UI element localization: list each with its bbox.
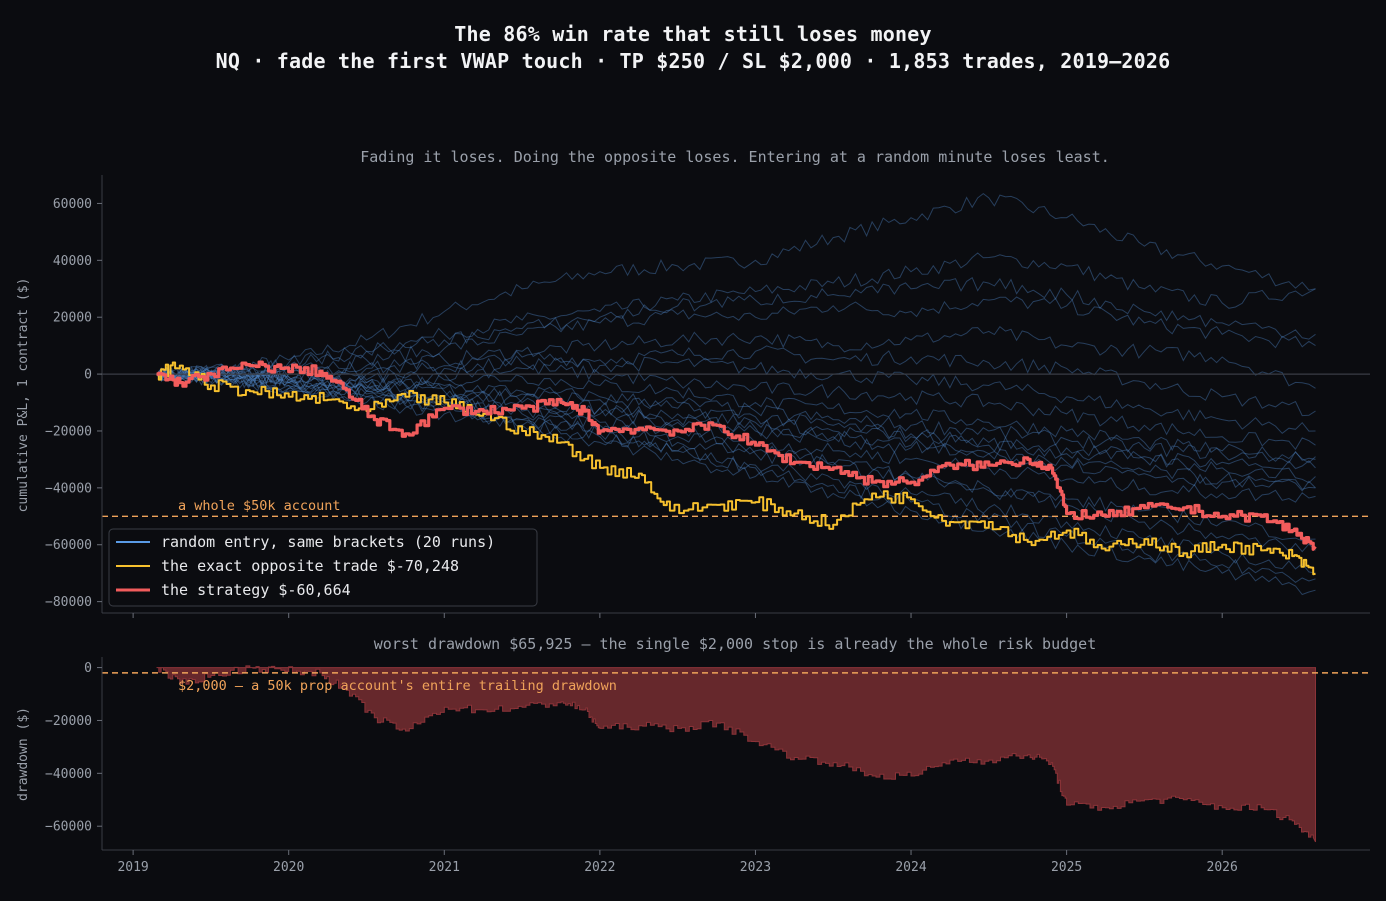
- random-run-line: [156, 371, 1316, 464]
- random-run-line: [156, 368, 1316, 574]
- random-run-line: [156, 276, 1316, 379]
- y-tick-label: −40000: [45, 481, 92, 496]
- x-tick-label: 2021: [429, 860, 460, 875]
- pnl-panel-title: Fading it loses. Doing the opposite lose…: [360, 148, 1110, 166]
- x-tick-label: 2019: [117, 860, 148, 875]
- x-tick-label: 2023: [740, 860, 771, 875]
- chart-subtitle: NQ · fade the first VWAP touch · TP $250…: [215, 49, 1171, 73]
- drawdown-area: [156, 665, 1316, 843]
- y-tick-label: −60000: [45, 538, 92, 553]
- random-run-line: [156, 296, 1316, 382]
- random-run-line: [156, 367, 1316, 584]
- y-tick-label: −20000: [45, 714, 92, 729]
- drawdown-panel-title: worst drawdown $65,925 — the single $2,0…: [374, 635, 1096, 653]
- strategy-line: [156, 360, 1317, 551]
- random-run-line: [156, 367, 1316, 464]
- random-run-line: [156, 366, 1316, 503]
- y-tick-label: 60000: [53, 197, 92, 212]
- drawdown-panel: worst drawdown $65,925 — the single $2,0…: [16, 635, 1370, 875]
- x-tick-label: 2020: [273, 860, 304, 875]
- prop-threshold-label: $2,000 — a 50k prop account's entire tra…: [178, 678, 617, 694]
- random-run-line: [156, 364, 1316, 470]
- y-tick-label: 40000: [53, 254, 92, 269]
- legend: random entry, same brackets (20 runs) th…: [108, 528, 538, 607]
- random-run-line: [156, 192, 1316, 382]
- chart-title: The 86% win rate that still loses money: [454, 22, 932, 46]
- drawdown-axes: 0 −20000 −40000 −60000 2019 2020 2021 2022 2023 2…: [45, 657, 1370, 875]
- y-tick-label: 0: [84, 368, 92, 383]
- pnl-y-axis-label: cumulative P&L, 1 contract ($): [16, 278, 31, 513]
- y-tick-label: 0: [84, 661, 92, 676]
- drawdown-y-axis-label: drawdown ($): [16, 707, 31, 801]
- random-run-line: [156, 325, 1316, 389]
- y-tick-label: −60000: [45, 820, 92, 835]
- legend-label-strategy: the strategy $-60,664: [161, 581, 351, 599]
- y-tick-label: −80000: [45, 595, 92, 610]
- pnl-panel: Fading it loses. Doing the opposite lose…: [16, 148, 1370, 618]
- x-tick-label: 2026: [1207, 860, 1238, 875]
- x-tick-label: 2022: [584, 860, 615, 875]
- pnl-axes: 60000 40000 20000 0 −20000 −40000 −60000 −80000: [45, 175, 1370, 618]
- x-tick-label: 2025: [1051, 860, 1082, 875]
- random-run-line: [156, 372, 1316, 553]
- legend-label-opposite: the exact opposite trade $-70,248: [161, 557, 459, 575]
- account-threshold-label: a whole $50k account: [178, 498, 341, 514]
- random-run-line: [156, 252, 1316, 381]
- y-tick-label: −20000: [45, 424, 92, 439]
- legend-box: [108, 528, 538, 607]
- legend-label-random: random entry, same brackets (20 runs): [161, 533, 495, 551]
- random-run-line: [156, 370, 1316, 542]
- y-tick-label: 20000: [53, 311, 92, 326]
- y-tick-label: −40000: [45, 767, 92, 782]
- random-run-line: [156, 355, 1316, 434]
- x-tick-label: 2024: [895, 860, 926, 875]
- opposite-trade-line: [156, 361, 1316, 576]
